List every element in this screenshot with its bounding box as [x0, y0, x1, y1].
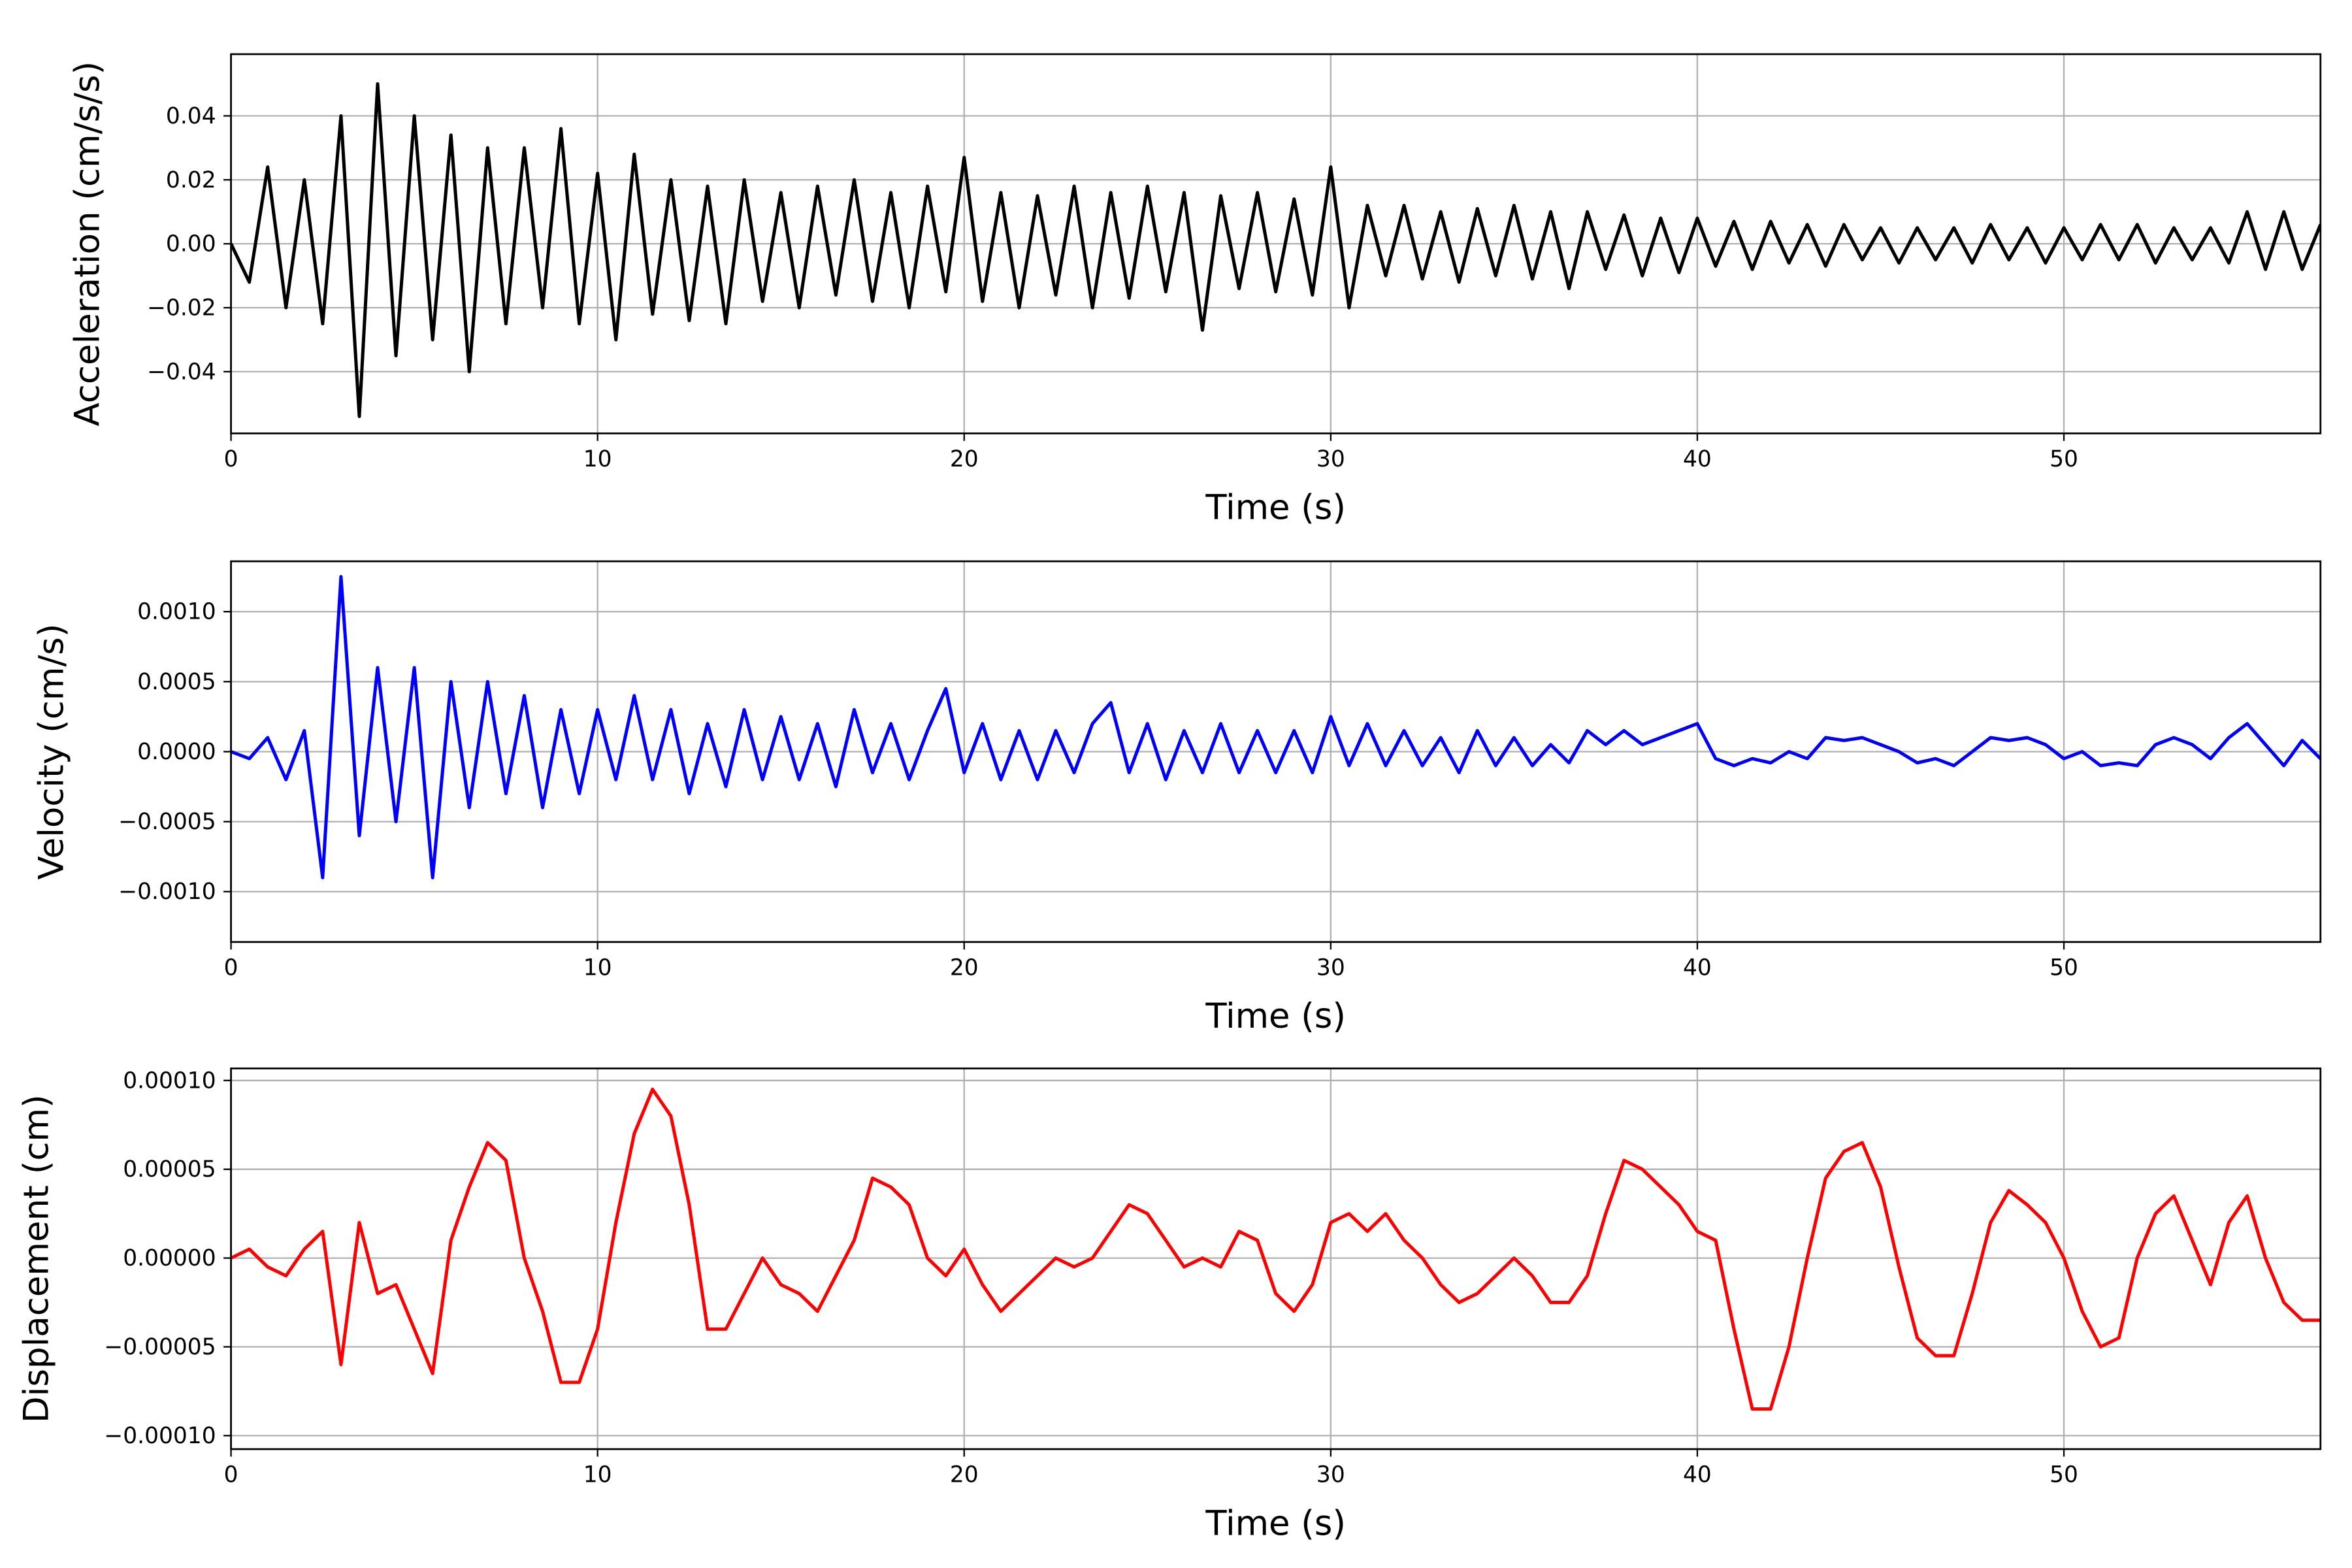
- data-line: [231, 575, 2321, 879]
- y-tick-label: 0.0010: [137, 599, 216, 625]
- x-axis-label: Time (s): [1205, 1503, 1346, 1543]
- y-axis-label: Acceleration (cm/s/s): [68, 61, 108, 427]
- x-tick-label: 40: [1683, 1462, 1712, 1488]
- x-tick-label: 30: [1316, 955, 1345, 981]
- y-tick-label: −0.0010: [118, 879, 216, 905]
- x-tick-label: 0: [224, 1462, 238, 1488]
- x-tick-label: 30: [1316, 446, 1345, 472]
- y-tick-label: −0.00010: [104, 1423, 216, 1449]
- x-tick-label: 40: [1683, 955, 1712, 981]
- y-tick-label: −0.04: [147, 359, 216, 385]
- y-tick-label: 0.00000: [123, 1245, 216, 1271]
- x-tick-label: 10: [583, 955, 612, 981]
- x-tick-label: 0: [224, 446, 238, 472]
- x-tick-label: 50: [2050, 446, 2078, 472]
- y-tick-label: −0.00005: [104, 1334, 216, 1360]
- data-line: [231, 1087, 2321, 1411]
- y-axis-label: Displacement (cm): [17, 1094, 57, 1423]
- x-tick-label: 20: [950, 955, 979, 981]
- x-tick-label: 40: [1683, 446, 1712, 472]
- y-tick-label: 0.02: [166, 167, 216, 193]
- y-tick-label: 0.00: [166, 231, 216, 257]
- y-tick-label: 0.00010: [123, 1068, 216, 1094]
- x-axis-label: Time (s): [1205, 996, 1346, 1036]
- y-axis-label: Velocity (cm/s): [32, 623, 72, 879]
- x-tick-label: 10: [583, 1462, 612, 1488]
- data-line: [231, 82, 2321, 418]
- x-tick-label: 10: [583, 446, 612, 472]
- plot-frame: [230, 53, 2322, 434]
- x-tick-label: 20: [950, 1462, 979, 1488]
- y-tick-label: −0.02: [147, 295, 216, 321]
- y-tick-label: 0.0000: [137, 739, 216, 765]
- x-tick-label: 0: [224, 955, 238, 981]
- x-tick-label: 50: [2050, 1462, 2078, 1488]
- y-tick-label: 0.0005: [137, 669, 216, 695]
- y-tick-label: 0.04: [166, 103, 216, 129]
- plot-frame: [230, 560, 2322, 943]
- plot-frame: [230, 1067, 2322, 1450]
- x-tick-label: 50: [2050, 955, 2078, 981]
- x-tick-label: 30: [1316, 1462, 1345, 1488]
- y-tick-label: −0.0005: [118, 809, 216, 835]
- x-tick-label: 20: [950, 446, 979, 472]
- y-tick-label: 0.00005: [123, 1156, 216, 1183]
- x-axis-label: Time (s): [1205, 488, 1346, 528]
